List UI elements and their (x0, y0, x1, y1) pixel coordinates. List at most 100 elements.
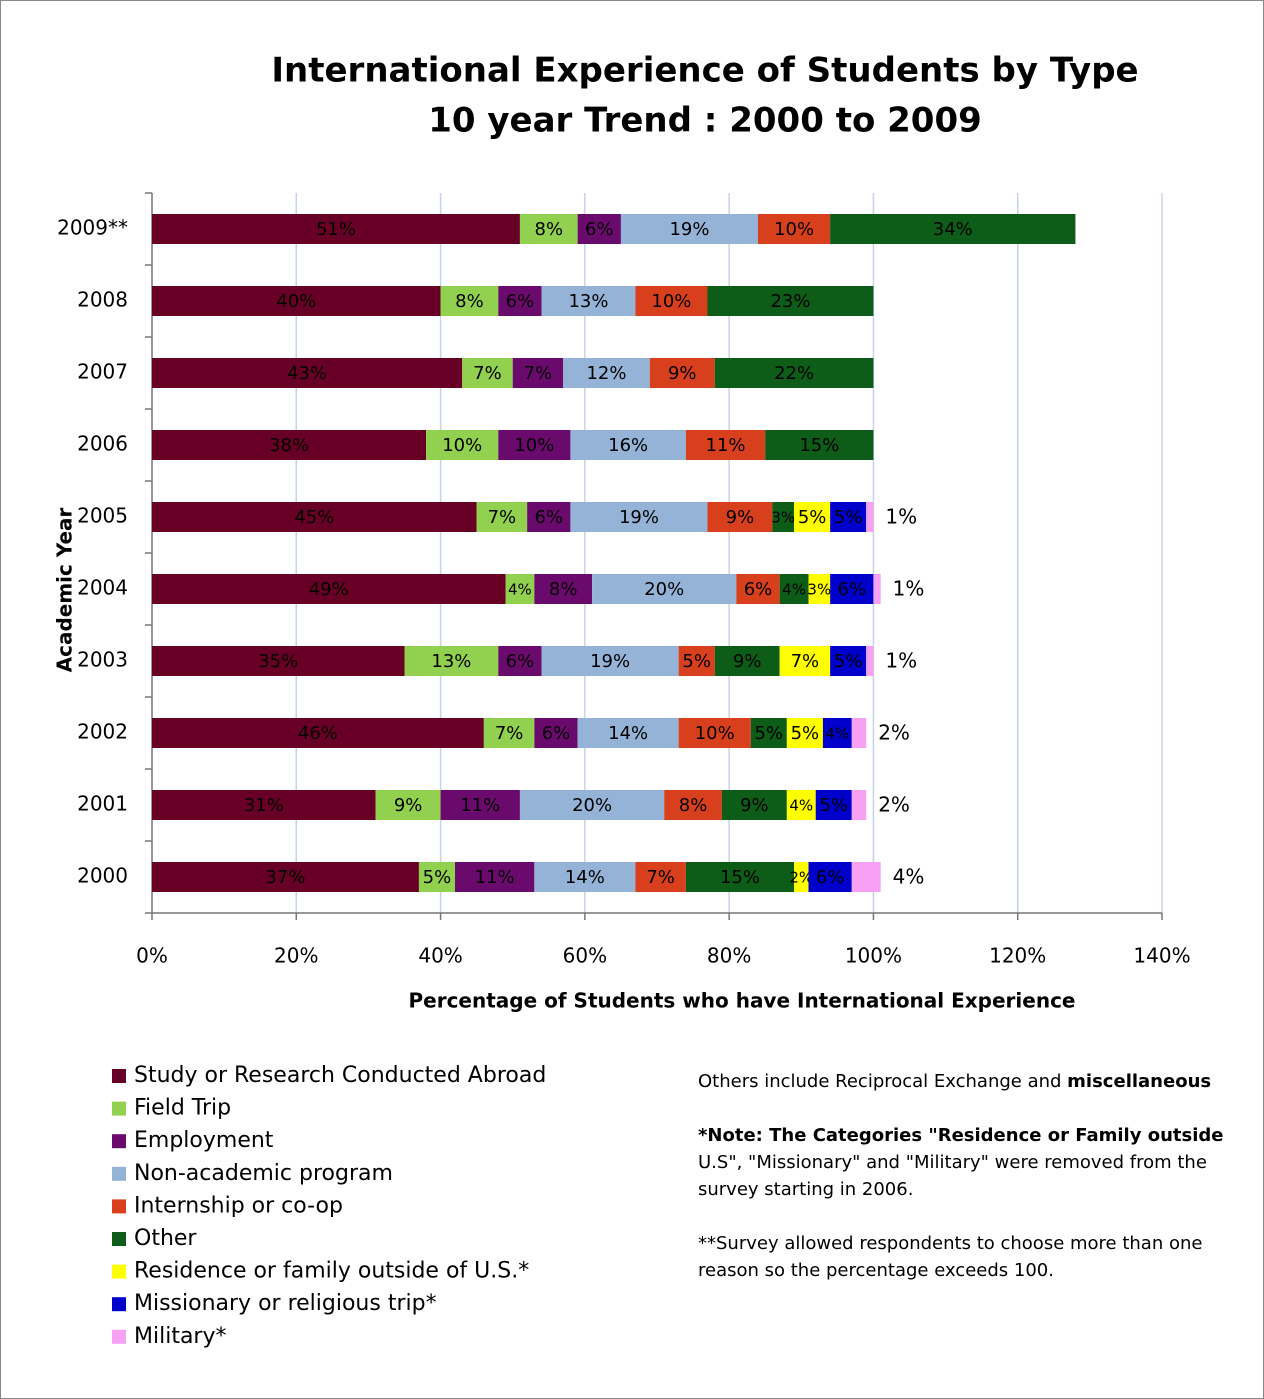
y-tick-label: 2008 (77, 288, 128, 312)
data-label: 4% (508, 581, 532, 599)
data-label: 20% (644, 579, 684, 600)
bar-segment (851, 862, 881, 892)
data-label: 14% (608, 723, 648, 744)
bar-segment (808, 574, 831, 604)
data-label: 11% (460, 795, 500, 816)
bar-segment (786, 718, 823, 748)
bar-segment (866, 646, 874, 676)
data-label: 51% (316, 219, 356, 240)
bar-segment (830, 574, 874, 604)
data-label: 5% (819, 795, 848, 816)
bar-segment (577, 718, 679, 748)
bar-segment (476, 502, 528, 532)
data-label: 6% (506, 291, 535, 312)
y-tick-label: 2004 (77, 576, 128, 600)
legend-swatch (112, 1101, 126, 1116)
data-label: 7% (791, 651, 820, 672)
data-label: 7% (488, 507, 517, 528)
data-label: 19% (619, 507, 659, 528)
data-label: 31% (244, 795, 284, 816)
data-label: 7% (473, 363, 502, 384)
data-label: 15% (799, 435, 839, 456)
bar-segment (440, 286, 499, 316)
bar-segment (455, 862, 535, 892)
bar-segment (152, 646, 405, 676)
bar-segment (678, 718, 751, 748)
x-tick-label: 120% (989, 944, 1046, 968)
x-tick-label: 0% (136, 944, 168, 968)
bar-segment (563, 358, 650, 388)
legend-label: Missionary or religious trip* (134, 1291, 437, 1316)
bar-segment (620, 214, 758, 244)
data-label: 11% (706, 435, 746, 456)
data-label: 13% (568, 291, 608, 312)
x-tick-label: 60% (563, 944, 607, 968)
bar-segment (736, 574, 780, 604)
data-label: 10% (514, 435, 554, 456)
bar-segment (498, 646, 542, 676)
bar-segment (519, 790, 665, 820)
bar-segment (152, 430, 427, 460)
legend-swatch (112, 1232, 126, 1246)
chart-title: International Experience of Students by … (271, 51, 1138, 91)
data-label: 7% (646, 867, 675, 888)
legend-label: Residence or family outside of U.S.* (134, 1259, 529, 1284)
data-label: 49% (309, 579, 349, 600)
data-label: 22% (774, 363, 814, 384)
bar-segment (714, 358, 874, 388)
data-label: 35% (258, 651, 298, 672)
bar-segment (152, 358, 463, 388)
bar-segment (873, 574, 881, 604)
data-label: 9% (740, 795, 769, 816)
legend-swatch (112, 1199, 126, 1214)
data-label: 5% (834, 651, 863, 672)
legend-swatch (112, 1134, 126, 1149)
data-label: 5% (798, 507, 827, 528)
bar-segment (375, 790, 441, 820)
bar-segment (440, 790, 520, 820)
bar-segment (721, 790, 787, 820)
bar-segment (541, 286, 636, 316)
note-text: U.S", "Missionary" and "Military" were r… (698, 1152, 1207, 1200)
bar-segment (505, 574, 535, 604)
bar-segment (152, 718, 484, 748)
data-label: 4% (789, 797, 813, 815)
bar-segment (685, 862, 795, 892)
data-label: 19% (590, 651, 630, 672)
x-tick-label: 100% (845, 944, 902, 968)
data-label: 10% (774, 219, 814, 240)
bar-segment (483, 718, 535, 748)
data-label: 8% (679, 795, 708, 816)
legend-label: Employment (134, 1128, 274, 1153)
bar-segment (152, 214, 520, 244)
data-label: 9% (733, 651, 762, 672)
bar-segment (152, 574, 506, 604)
bar-segment (714, 646, 780, 676)
bar-segment (851, 790, 867, 820)
bar-segment (577, 214, 621, 244)
x-tick-label: 40% (418, 944, 462, 968)
bar-segment (779, 574, 809, 604)
y-tick-label: 2001 (77, 792, 128, 816)
bar-segment (635, 286, 708, 316)
data-label: 5% (682, 651, 711, 672)
data-label: 46% (298, 723, 338, 744)
bar-segment (570, 502, 708, 532)
note: Others include Reciprocal Exchange and m… (698, 1068, 1238, 1095)
bar-segment (527, 502, 571, 532)
bar-segment (519, 214, 578, 244)
bar-segment (765, 430, 874, 460)
chart-title: 10 year Trend : 2000 to 2009 (428, 101, 982, 141)
data-label: 6% (838, 579, 867, 600)
data-label: 38% (269, 435, 309, 456)
note-text: *Note: The Categories "Residence or Fami… (698, 1125, 1224, 1146)
bar-segment (649, 358, 715, 388)
data-label: 4% (893, 865, 925, 889)
bar-segment (808, 862, 852, 892)
data-label: 10% (695, 723, 735, 744)
bar-segment (635, 862, 686, 892)
legend-label: Field Trip (134, 1096, 231, 1121)
bar-segment (685, 430, 766, 460)
bar-segment (426, 430, 499, 460)
y-tick-label: 2003 (77, 648, 128, 672)
